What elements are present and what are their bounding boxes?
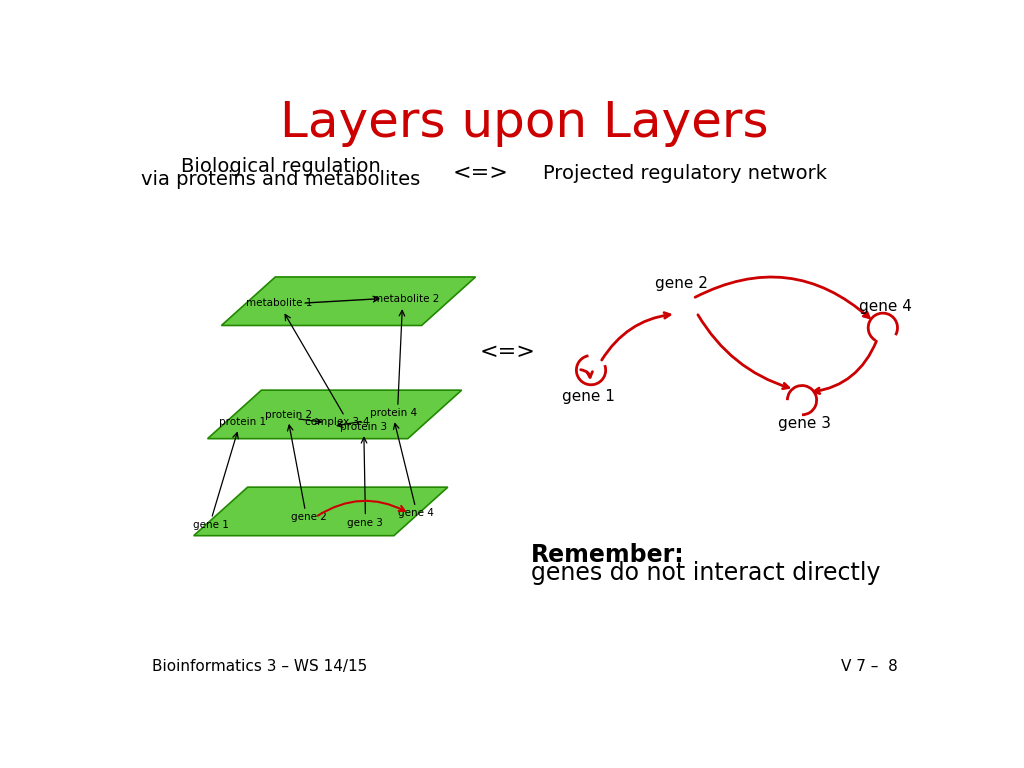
Text: gene 2: gene 2 xyxy=(654,276,708,291)
Text: Projected regulatory network: Projected regulatory network xyxy=(543,164,827,183)
Text: gene 3: gene 3 xyxy=(778,415,830,431)
Text: gene 4: gene 4 xyxy=(397,508,433,518)
Polygon shape xyxy=(208,390,462,439)
Text: protein 4: protein 4 xyxy=(371,409,418,419)
Text: Biological regulation: Biological regulation xyxy=(181,157,381,176)
Polygon shape xyxy=(194,487,447,536)
Text: <=>: <=> xyxy=(480,343,536,362)
Text: protein 2: protein 2 xyxy=(265,410,312,420)
Text: Layers upon Layers: Layers upon Layers xyxy=(281,99,769,147)
Text: metabolite 1: metabolite 1 xyxy=(246,298,312,308)
Text: gene 1: gene 1 xyxy=(194,520,229,530)
Text: Remember:: Remember: xyxy=(531,543,685,567)
Text: gene 1: gene 1 xyxy=(562,389,615,404)
Text: via proteins and metabolites: via proteins and metabolites xyxy=(141,170,420,190)
Text: protein 1: protein 1 xyxy=(219,418,266,428)
Text: Bioinformatics 3 – WS 14/15: Bioinformatics 3 – WS 14/15 xyxy=(153,659,368,674)
Text: V 7 –  8: V 7 – 8 xyxy=(841,659,897,674)
Text: complex 3-4: complex 3-4 xyxy=(305,418,370,428)
Text: genes do not interact directly: genes do not interact directly xyxy=(531,561,881,585)
Text: protein 3: protein 3 xyxy=(340,422,387,432)
Text: metabolite 2: metabolite 2 xyxy=(373,293,439,303)
Text: gene 2: gene 2 xyxy=(291,512,327,522)
Polygon shape xyxy=(221,277,475,326)
Text: gene 4: gene 4 xyxy=(859,299,911,314)
Text: <=>: <=> xyxy=(453,163,509,183)
Text: gene 3: gene 3 xyxy=(347,518,383,528)
